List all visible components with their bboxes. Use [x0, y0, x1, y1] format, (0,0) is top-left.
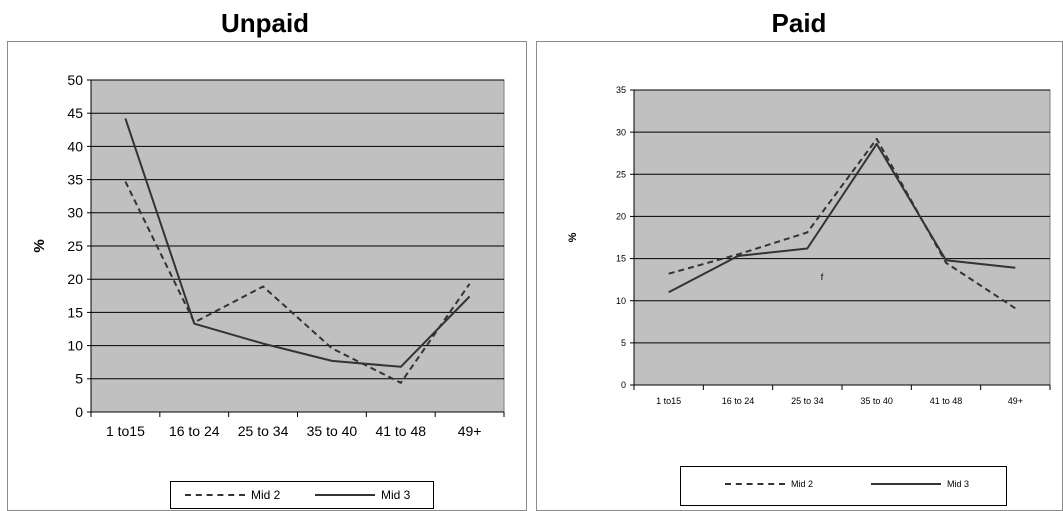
- paid-chart-title: Paid: [771, 8, 827, 38]
- unpaid-legend-mid3: Mid 3: [315, 488, 410, 502]
- paid-y-tick-label: 25: [616, 169, 626, 179]
- paid-category-label: 1 to15: [656, 396, 681, 406]
- unpaid-chart-title: Unpaid: [220, 8, 310, 38]
- paid-series-mid-3-line: [668, 142, 1016, 294]
- paid-y-tick-label: 15: [616, 254, 626, 264]
- unpaid-legend-mid2: Mid 2: [185, 488, 280, 502]
- solid-line-swatch: [871, 483, 941, 485]
- paid-y-tick-label: 30: [616, 127, 626, 137]
- unpaid-y-tick-label: 50: [67, 72, 83, 88]
- unpaid-y-axis-label: %: [31, 239, 48, 252]
- unpaid-y-tick-label: 10: [67, 338, 83, 354]
- paid-category-label: 16 to 24: [722, 396, 755, 406]
- unpaid-category-label: 35 to 40: [307, 423, 358, 439]
- unpaid-series-mid-3-line: [124, 118, 471, 368]
- dashed-line-swatch: [725, 483, 785, 485]
- unpaid-y-tick-label: 35: [67, 172, 83, 188]
- paid-category-label: 25 to 34: [791, 396, 824, 406]
- paid-y-tick-label: 0: [621, 380, 626, 390]
- unpaid-y-tick-label: 0: [75, 404, 83, 420]
- dashed-line-swatch: [185, 494, 245, 496]
- paid-y-tick-label: 20: [616, 212, 626, 222]
- legend-label-mid3: Mid 3: [947, 479, 970, 489]
- unpaid-y-tick-label: 20: [67, 271, 83, 287]
- unpaid-y-tick-label: 30: [67, 205, 83, 221]
- unpaid-category-label: 16 to 24: [169, 423, 220, 439]
- paid-category-label: 49+: [1008, 396, 1023, 406]
- paid-category-label: 41 to 48: [930, 396, 963, 406]
- unpaid-y-tick-label: 25: [67, 238, 83, 254]
- paid-y-tick-label: 5: [621, 338, 626, 348]
- unpaid-category-label: 1 to15: [106, 423, 145, 439]
- unpaid-category-label: 41 to 48: [375, 423, 426, 439]
- paid-legend: Mid 2 Mid 3: [680, 466, 1007, 506]
- unpaid-category-label: 49+: [458, 423, 482, 439]
- unpaid-y-tick-label: 15: [67, 304, 83, 320]
- legend-label-mid2: Mid 2: [251, 488, 281, 502]
- paid-y-axis-label: %: [567, 232, 579, 242]
- paid-legend-mid2: Mid 2: [725, 479, 813, 489]
- paid-series-mid-2-line: [668, 137, 1016, 310]
- paid-legend-mid3: Mid 3: [871, 479, 969, 489]
- unpaid-series-mid-2-line: [124, 181, 471, 384]
- solid-line-swatch: [315, 494, 375, 496]
- legend-label-mid3: Mid 3: [381, 488, 411, 502]
- unpaid-y-tick-label: 5: [75, 371, 83, 387]
- unpaid-category-label: 25 to 34: [238, 423, 289, 439]
- unpaid-y-tick-label: 45: [67, 105, 83, 121]
- unpaid-y-tick-label: 40: [67, 138, 83, 154]
- paid-category-label: 35 to 40: [860, 396, 893, 406]
- paid-y-tick-label: 10: [616, 296, 626, 306]
- paid-annotation: f: [821, 272, 824, 282]
- paid-y-tick-label: 35: [616, 85, 626, 95]
- unpaid-legend: Mid 2 Mid 3: [170, 481, 434, 509]
- legend-label-mid2: Mid 2: [791, 479, 814, 489]
- paid-plot-area: [633, 89, 1051, 386]
